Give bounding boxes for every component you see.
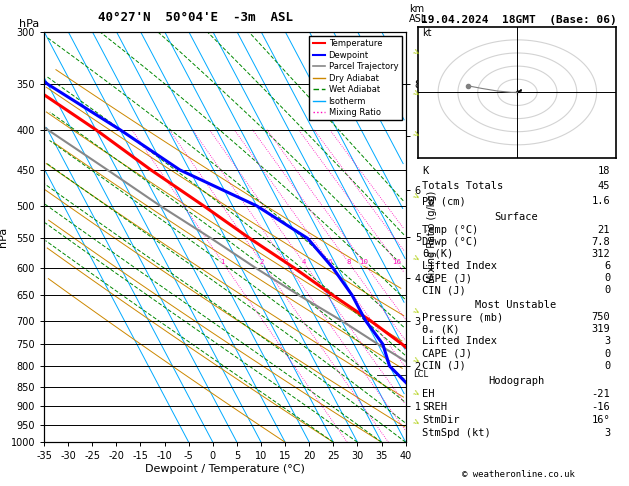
Text: PW (cm): PW (cm) bbox=[422, 196, 466, 206]
Text: 19.04.2024  18GMT  (Base: 06): 19.04.2024 18GMT (Base: 06) bbox=[421, 15, 617, 25]
Text: Lifted Index: Lifted Index bbox=[422, 261, 497, 271]
Text: CIN (J): CIN (J) bbox=[422, 361, 466, 371]
Text: 16°: 16° bbox=[591, 415, 610, 425]
Text: >: > bbox=[410, 129, 420, 140]
Text: hPa: hPa bbox=[19, 19, 39, 29]
Text: 3: 3 bbox=[604, 428, 610, 438]
Text: >: > bbox=[410, 305, 420, 316]
Text: θₑ(K): θₑ(K) bbox=[422, 249, 454, 259]
Text: >: > bbox=[410, 87, 420, 99]
Text: 3: 3 bbox=[604, 336, 610, 347]
Text: >: > bbox=[410, 416, 420, 427]
Text: CIN (J): CIN (J) bbox=[422, 285, 466, 295]
Text: StmDir: StmDir bbox=[422, 415, 460, 425]
Text: CAPE (J): CAPE (J) bbox=[422, 348, 472, 359]
Text: Most Unstable: Most Unstable bbox=[476, 300, 557, 310]
Text: LCL: LCL bbox=[413, 370, 428, 379]
Text: θₑ (K): θₑ (K) bbox=[422, 324, 460, 334]
Text: © weatheronline.co.uk: © weatheronline.co.uk bbox=[462, 469, 576, 479]
Text: 2: 2 bbox=[259, 260, 264, 265]
Text: Totals Totals: Totals Totals bbox=[422, 181, 503, 191]
Text: 0: 0 bbox=[604, 361, 610, 371]
Text: 1.6: 1.6 bbox=[591, 196, 610, 206]
Text: 1: 1 bbox=[220, 260, 225, 265]
Text: 21: 21 bbox=[598, 225, 610, 235]
Text: -16: -16 bbox=[591, 402, 610, 412]
Text: >: > bbox=[410, 190, 420, 202]
Text: >: > bbox=[410, 47, 420, 58]
Text: 4: 4 bbox=[301, 260, 306, 265]
Text: 750: 750 bbox=[591, 312, 610, 322]
Text: 7.8: 7.8 bbox=[591, 237, 610, 247]
Text: km
ASL: km ASL bbox=[409, 3, 427, 24]
Text: 40°27'N  50°04'E  -3m  ASL: 40°27'N 50°04'E -3m ASL bbox=[98, 11, 294, 24]
Text: 0: 0 bbox=[604, 285, 610, 295]
Text: CAPE (J): CAPE (J) bbox=[422, 273, 472, 283]
Text: 3: 3 bbox=[284, 260, 288, 265]
X-axis label: Dewpoint / Temperature (°C): Dewpoint / Temperature (°C) bbox=[145, 464, 305, 474]
Text: K: K bbox=[422, 166, 428, 175]
Y-axis label: hPa: hPa bbox=[0, 227, 8, 247]
Text: 0: 0 bbox=[604, 348, 610, 359]
Text: Temp (°C): Temp (°C) bbox=[422, 225, 478, 235]
Text: StmSpd (kt): StmSpd (kt) bbox=[422, 428, 491, 438]
Text: SREH: SREH bbox=[422, 402, 447, 412]
Text: Hodograph: Hodograph bbox=[488, 376, 544, 386]
Text: 8: 8 bbox=[346, 260, 350, 265]
Text: 312: 312 bbox=[591, 249, 610, 259]
Text: >: > bbox=[410, 354, 420, 366]
Text: 18: 18 bbox=[598, 166, 610, 175]
Text: -21: -21 bbox=[591, 389, 610, 399]
Text: 319: 319 bbox=[591, 324, 610, 334]
Text: 6: 6 bbox=[604, 261, 610, 271]
Text: Dewp (°C): Dewp (°C) bbox=[422, 237, 478, 247]
Text: >: > bbox=[410, 387, 420, 399]
Text: 0: 0 bbox=[604, 273, 610, 283]
Text: 16: 16 bbox=[392, 260, 401, 265]
Text: Pressure (mb): Pressure (mb) bbox=[422, 312, 503, 322]
Y-axis label: Mixing Ratio (g/kg): Mixing Ratio (g/kg) bbox=[426, 191, 437, 283]
Text: Lifted Index: Lifted Index bbox=[422, 336, 497, 347]
Text: >: > bbox=[410, 252, 420, 263]
Text: kt: kt bbox=[422, 28, 431, 38]
Legend: Temperature, Dewpoint, Parcel Trajectory, Dry Adiabat, Wet Adiabat, Isotherm, Mi: Temperature, Dewpoint, Parcel Trajectory… bbox=[309, 36, 401, 121]
Text: Surface: Surface bbox=[494, 212, 538, 223]
Text: 10: 10 bbox=[359, 260, 368, 265]
Text: EH: EH bbox=[422, 389, 435, 399]
Text: 6: 6 bbox=[327, 260, 331, 265]
Text: 45: 45 bbox=[598, 181, 610, 191]
